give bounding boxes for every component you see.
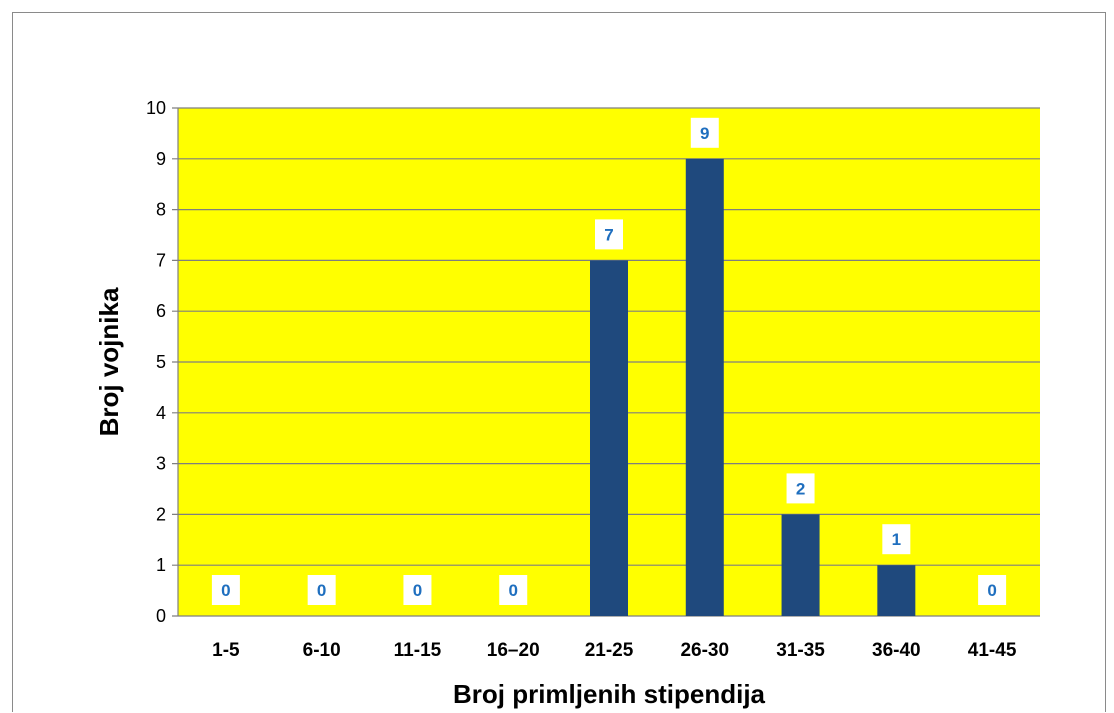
data-label-box [690,117,719,148]
y-tick-label: 4 [156,403,166,423]
y-tick-label: 6 [156,301,166,321]
y-tick-label: 10 [146,98,166,118]
x-tick-label: 1-5 [212,640,240,661]
data-label: 7 [604,225,613,244]
data-label: 1 [892,530,901,549]
x-tick-label: 6-10 [303,640,341,661]
y-tick-label: 8 [156,200,166,220]
x-tick-label: 31-35 [776,640,825,661]
y-axis-title: Broj vojnika [94,287,124,436]
y-tick-label: 0 [156,606,166,626]
x-tick-label: 16–20 [487,640,540,661]
data-labels: 0 0 0 0 7 9 2 1 0 [211,117,1007,605]
data-label: 0 [413,581,422,600]
y-tick-label: 2 [156,504,166,524]
data-label-box [403,575,432,605]
x-tick-label: 26-30 [680,640,729,661]
bar [781,514,820,616]
data-label-box [499,575,528,605]
x-tick-label: 11-15 [394,640,442,661]
data-label: 0 [317,581,326,600]
data-label-box [211,575,240,605]
bar [877,565,916,616]
x-axis-ticks: 1-5 6-10 11-15 16–20 21-25 26-30 31-35 36-40 41-… [212,640,1017,661]
x-tick-label: 41-45 [968,640,1017,661]
y-tick-label: 7 [156,250,166,270]
data-label-box [786,473,815,504]
y-tick-label: 3 [156,454,166,474]
y-axis-ticks: 0 1 2 3 4 5 6 7 8 9 10 [146,98,166,626]
x-tick-label: 21-25 [585,640,634,661]
x-tick-label: 36-40 [872,640,921,661]
data-label: 9 [700,124,709,143]
data-label-box [978,575,1007,605]
data-label-box [882,524,911,555]
data-label: 2 [796,479,805,498]
bar [685,158,724,617]
bars [590,158,916,617]
bar [590,260,628,616]
data-label: 0 [987,581,996,600]
data-label: 0 [221,581,230,600]
x-axis-title: Broj primljenih stipendija [453,679,766,709]
data-label-box [595,219,623,250]
y-tick-label: 5 [156,352,166,372]
y-tick-label: 1 [156,555,166,575]
data-label-box [307,575,336,605]
y-tick-label: 9 [156,149,166,169]
data-label: 0 [508,581,517,600]
